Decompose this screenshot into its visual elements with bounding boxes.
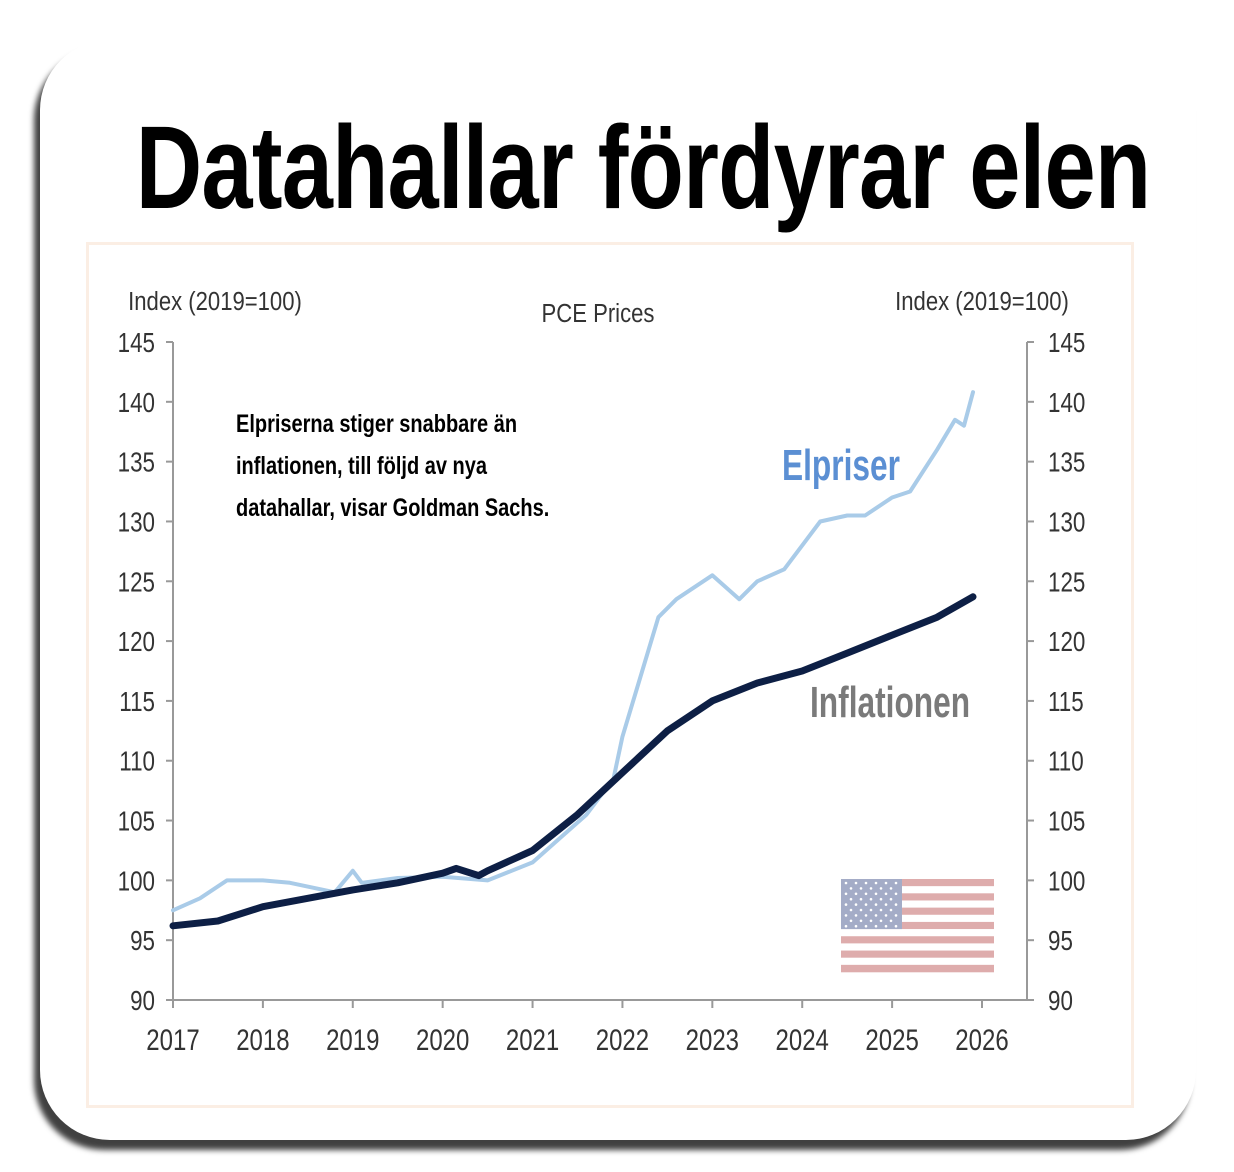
y-tick-label: 105 — [118, 806, 155, 837]
y-tick-label: 100 — [1048, 866, 1085, 897]
y-tick-label: 135 — [118, 447, 155, 478]
x-tick-label: 2017 — [146, 1022, 199, 1056]
y-tick-label: 90 — [1048, 986, 1073, 1017]
y-tick-label: 95 — [1048, 926, 1073, 957]
page-title: Datahallar fördyrar elen — [135, 102, 1151, 234]
series-label-elpriser: Elpriser — [782, 441, 900, 490]
y-tick-label: 105 — [1048, 806, 1085, 837]
y-tick-label: 100 — [118, 866, 155, 897]
y-tick-label: 135 — [1048, 447, 1085, 478]
y-tick-label: 130 — [1048, 507, 1085, 538]
left-axis-label: Index (2019=100) — [128, 287, 302, 316]
annotation-line: Elpriserna stiger snabbare än — [236, 410, 517, 438]
right-axis-label: Index (2019=100) — [895, 287, 1069, 316]
y-tick-label: 140 — [118, 388, 155, 419]
annotation-line: inflationen, till följd av nya — [236, 452, 487, 480]
x-tick-label: 2023 — [686, 1022, 739, 1056]
y-tick-label: 140 — [1048, 388, 1085, 419]
series-label-inflationen: Inflationen — [810, 678, 970, 727]
x-tick-label: 2024 — [776, 1022, 829, 1056]
y-tick-label: 120 — [1048, 627, 1085, 658]
x-tick-label: 2021 — [506, 1022, 559, 1056]
y-tick-label: 95 — [130, 926, 155, 957]
x-tick-label: 2025 — [865, 1022, 918, 1056]
us-flag-icon — [841, 879, 994, 973]
annotation: Elpriserna stiger snabbare än inflatione… — [236, 410, 549, 522]
y-tick-label: 145 — [1048, 328, 1085, 359]
x-tick-label: 2020 — [416, 1022, 469, 1056]
y-tick-label: 125 — [118, 567, 155, 598]
series-line-inflationen — [169, 593, 977, 930]
x-tick-label: 2026 — [955, 1022, 1008, 1056]
y-tick-label: 110 — [1048, 746, 1084, 777]
y-tick-label: 130 — [118, 507, 155, 538]
y-tick-label: 115 — [1048, 687, 1084, 718]
y-tick-label: 110 — [119, 746, 155, 777]
x-tick-label: 2022 — [596, 1022, 649, 1056]
chart-title: PCE Prices — [542, 299, 655, 328]
y-tick-label: 90 — [130, 986, 155, 1017]
y-tick-label: 145 — [118, 328, 155, 359]
y-tick-label: 115 — [119, 687, 155, 718]
y-tick-label: 120 — [118, 627, 155, 658]
annotation-line: datahallar, visar Goldman Sachs. — [236, 494, 549, 522]
x-tick-label: 2019 — [326, 1022, 379, 1056]
y-tick-label: 125 — [1048, 567, 1085, 598]
x-tick-label: 2018 — [236, 1022, 289, 1056]
